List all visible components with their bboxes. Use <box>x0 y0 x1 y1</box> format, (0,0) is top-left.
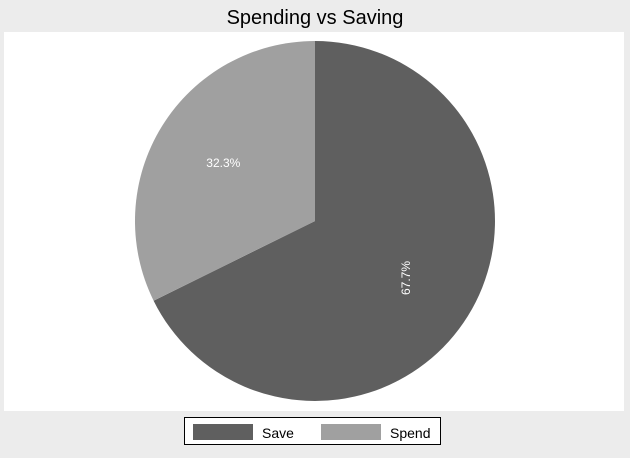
legend-swatch-spend <box>321 424 381 440</box>
pie-labels: 67.7% 32.3% <box>206 156 413 295</box>
pie-slices <box>134 40 495 401</box>
legend-swatch-save <box>193 424 253 440</box>
pie-slice-spend <box>134 40 315 301</box>
legend-label-spend: Spend <box>390 425 431 441</box>
pie-label-save: 67.7% <box>399 261 413 295</box>
pie-slice-save <box>153 41 495 401</box>
legend-label-save: Save <box>262 425 294 441</box>
chart-title: Spending vs Saving <box>226 7 404 29</box>
legend: Save Spend <box>184 417 441 445</box>
pie-label-spend: 32.3% <box>206 156 240 170</box>
pie-chart: 67.7% 32.3% <box>134 40 495 401</box>
plot-area: 67.7% 32.3% <box>4 32 624 411</box>
